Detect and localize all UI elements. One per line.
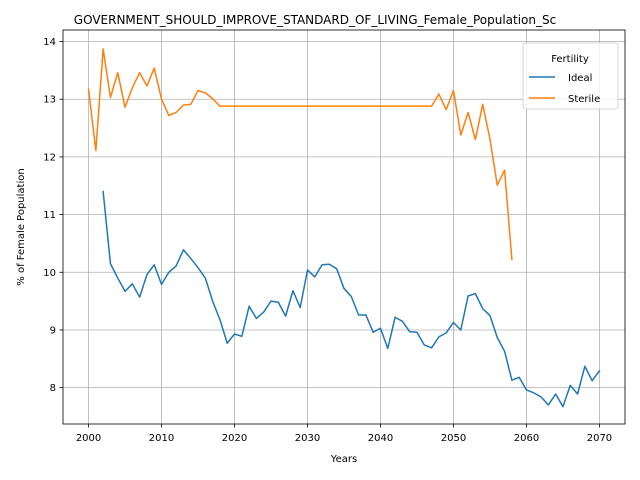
- x-tick-label: 2040: [368, 433, 393, 444]
- x-tick-label: 2000: [76, 433, 101, 444]
- series-line-ideal: [102, 190, 601, 408]
- legend-title: Fertility: [551, 54, 589, 65]
- x-tick-label: 2010: [149, 433, 174, 444]
- y-tick-label: 8: [50, 383, 56, 394]
- series-line-sterile: [87, 48, 513, 261]
- x-axis-label: Years: [330, 454, 357, 465]
- series-lines: [87, 48, 601, 408]
- y-tick-label: 10: [43, 268, 56, 279]
- x-tick-label: 2050: [441, 433, 466, 444]
- x-tick-label: 2030: [295, 433, 320, 444]
- y-tick-label: 13: [43, 95, 56, 106]
- y-axis-label: % of Female Population: [16, 168, 27, 285]
- x-tick-label: 2060: [514, 433, 539, 444]
- y-tick-label: 14: [43, 37, 56, 48]
- plot-area-frame: [62, 29, 626, 425]
- legend-box: [522, 42, 619, 110]
- legend: Fertility Ideal Sterile: [522, 42, 619, 110]
- y-tick-label: 11: [43, 210, 56, 221]
- y-tick-label: 12: [43, 152, 56, 163]
- y-tick-label: 9: [50, 325, 56, 336]
- legend-label-sterile: Sterile: [568, 94, 600, 105]
- legend-label-ideal: Ideal: [568, 73, 592, 84]
- chart-title: GOVERNMENT_SHOULD_IMPROVE_STANDARD_OF_LI…: [74, 13, 556, 27]
- axis-ticks: 2000 2010 2020 2030 2040 2050 2060 2070 8 9 10 11 12…: [43, 37, 612, 444]
- x-tick-label: 2020: [222, 433, 247, 444]
- x-tick-label: 2070: [587, 433, 612, 444]
